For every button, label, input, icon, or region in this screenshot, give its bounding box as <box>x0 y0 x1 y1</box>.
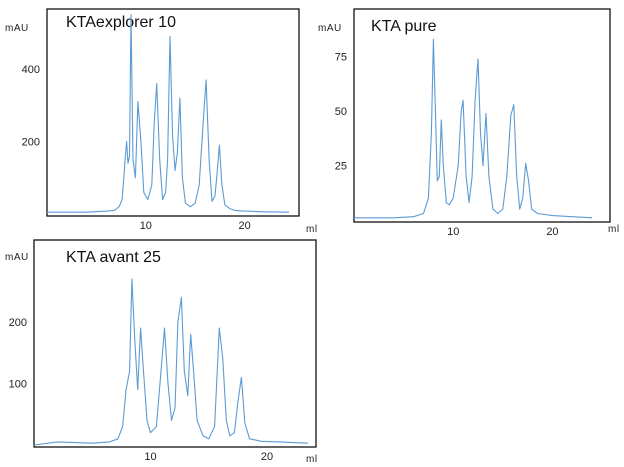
chart-panel-kta-pure: KTA pure mAU 25 50 75 10 20 ml <box>314 0 624 240</box>
chromatogram-trace <box>47 14 290 213</box>
y-axis-unit: mAU <box>318 23 342 34</box>
x-tick-label: 20 <box>239 220 251 232</box>
plot-frame <box>353 8 611 223</box>
chart-ktaexplorer: KTAexplorer 10 mAU 200 400 10 20 ml <box>5 8 317 235</box>
y-ticks: 100 200 <box>9 317 27 391</box>
x-ticks: 10 20 <box>144 451 273 463</box>
x-tick-label: 20 <box>546 226 558 238</box>
x-ticks: 10 20 <box>140 220 251 232</box>
y-tick-label: 100 <box>9 378 27 390</box>
chart-title: KTA pure <box>371 18 437 35</box>
y-tick-label: 400 <box>22 64 40 76</box>
chromatogram-trace <box>354 38 593 219</box>
y-tick-label: 25 <box>335 161 347 173</box>
chromatogram-trace <box>33 278 308 446</box>
y-tick-label: 200 <box>22 137 40 149</box>
y-tick-label: 200 <box>9 317 27 329</box>
x-axis-unit: ml <box>608 224 620 235</box>
plot-frame <box>46 8 300 217</box>
x-ticks: 10 20 <box>447 226 558 238</box>
chart-kta-avant: KTA avant 25 mAU 100 200 10 20 ml <box>5 239 318 465</box>
plot-frame <box>33 239 317 448</box>
y-axis-unit: mAU <box>5 252 29 263</box>
y-axis-unit: mAU <box>5 23 29 34</box>
x-tick-label: 10 <box>144 451 156 463</box>
chart-panel-ktaexplorer: KTAexplorer 10 mAU 200 400 10 20 ml <box>0 0 317 240</box>
chart-panel-kta-avant: KTA avant 25 mAU 100 200 10 20 ml <box>0 238 330 465</box>
x-tick-label: 20 <box>261 451 273 463</box>
y-ticks: 200 400 <box>22 64 40 149</box>
chart-kta-pure: KTA pure mAU 25 50 75 10 20 ml <box>318 8 620 238</box>
chart-title: KTA avant 25 <box>66 249 161 266</box>
y-ticks: 25 50 75 <box>335 52 347 173</box>
y-tick-label: 50 <box>335 106 347 118</box>
x-tick-label: 10 <box>140 220 152 232</box>
y-tick-label: 75 <box>335 52 347 64</box>
x-tick-label: 10 <box>447 226 459 238</box>
x-axis-unit: ml <box>306 454 318 465</box>
chart-title: KTAexplorer 10 <box>66 14 176 31</box>
x-axis-unit: ml <box>306 224 318 235</box>
